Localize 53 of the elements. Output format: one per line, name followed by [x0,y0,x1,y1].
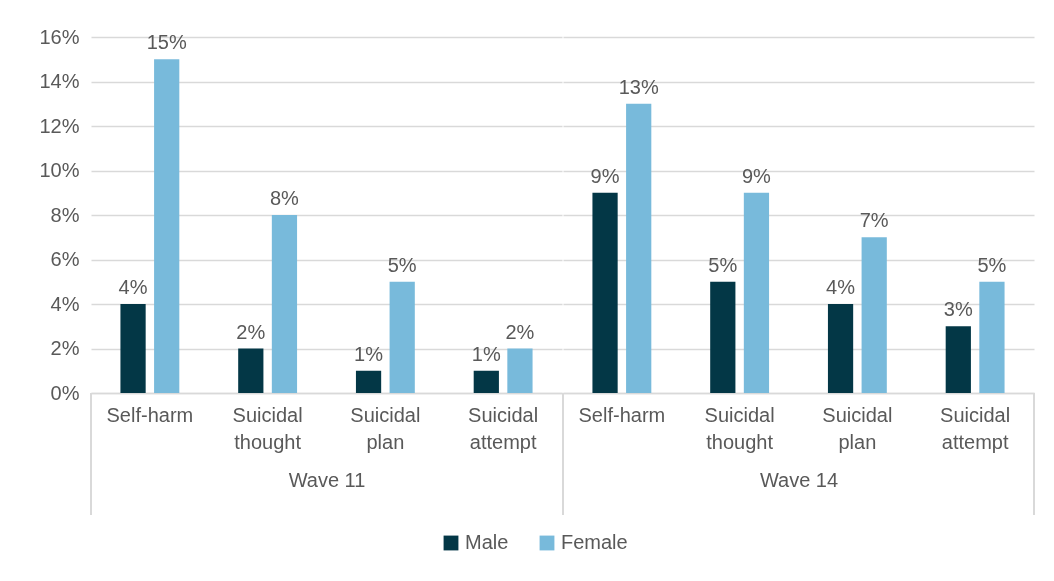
bar [827,304,854,393]
y-tick-label: 4% [50,292,80,315]
bar [507,348,533,393]
bar [592,192,618,393]
bar [238,348,264,393]
data-label: 5% [387,253,417,276]
y-tick-label: 2% [50,337,80,359]
data-label: 4% [826,276,856,298]
y-tick-label: 8% [50,203,80,226]
data-label: 9% [741,164,772,187]
legend-label: Male [465,531,509,553]
data-label: 7% [859,209,889,232]
bar [626,103,652,393]
data-label: 1% [471,342,501,365]
bar [945,326,971,393]
bar [743,192,770,393]
data-label: 5% [977,253,1007,276]
bar [979,281,1005,393]
data-label: 13% [618,75,659,98]
data-label: 9% [590,164,620,187]
data-label: 1% [354,342,384,365]
x-axis-title: Wave 14 [759,468,839,491]
y-tick-label: 0% [50,381,80,404]
x-axis-title: Wave 11 [288,468,366,491]
y-tick-label: 16% [39,25,80,48]
data-label: 2% [236,320,266,343]
data-label: 5% [708,253,738,276]
y-tick-label: 10% [39,159,80,181]
x-tick-label: Self-harm [106,403,194,426]
bar [473,370,499,393]
y-tick-label: 14% [39,70,80,92]
data-label: 8% [269,187,300,209]
x-tick-label: Suicidal plan [350,403,421,453]
bar [389,281,415,393]
x-tick-label: Self-harm [578,403,666,426]
x-tick-label: Suicidal thought [232,403,303,453]
bar [120,304,146,393]
bar [861,237,887,393]
bar [271,215,298,393]
bar [355,370,382,393]
x-tick-label: Suicidal plan [822,403,893,453]
data-label: 2% [505,320,535,343]
x-tick-label: Suicidal thought [704,403,775,453]
x-tick-label: Suicidal attempt [468,403,539,453]
y-tick-label: 12% [39,114,80,137]
y-tick-label: 6% [50,248,80,270]
x-tick-label: Suicidal attempt [940,403,1011,453]
bar [154,59,180,393]
data-label: 15% [146,31,187,54]
data-label: 4% [118,276,148,298]
legend-label: Female [561,531,628,553]
bar [710,281,736,393]
data-label: 3% [943,298,973,321]
